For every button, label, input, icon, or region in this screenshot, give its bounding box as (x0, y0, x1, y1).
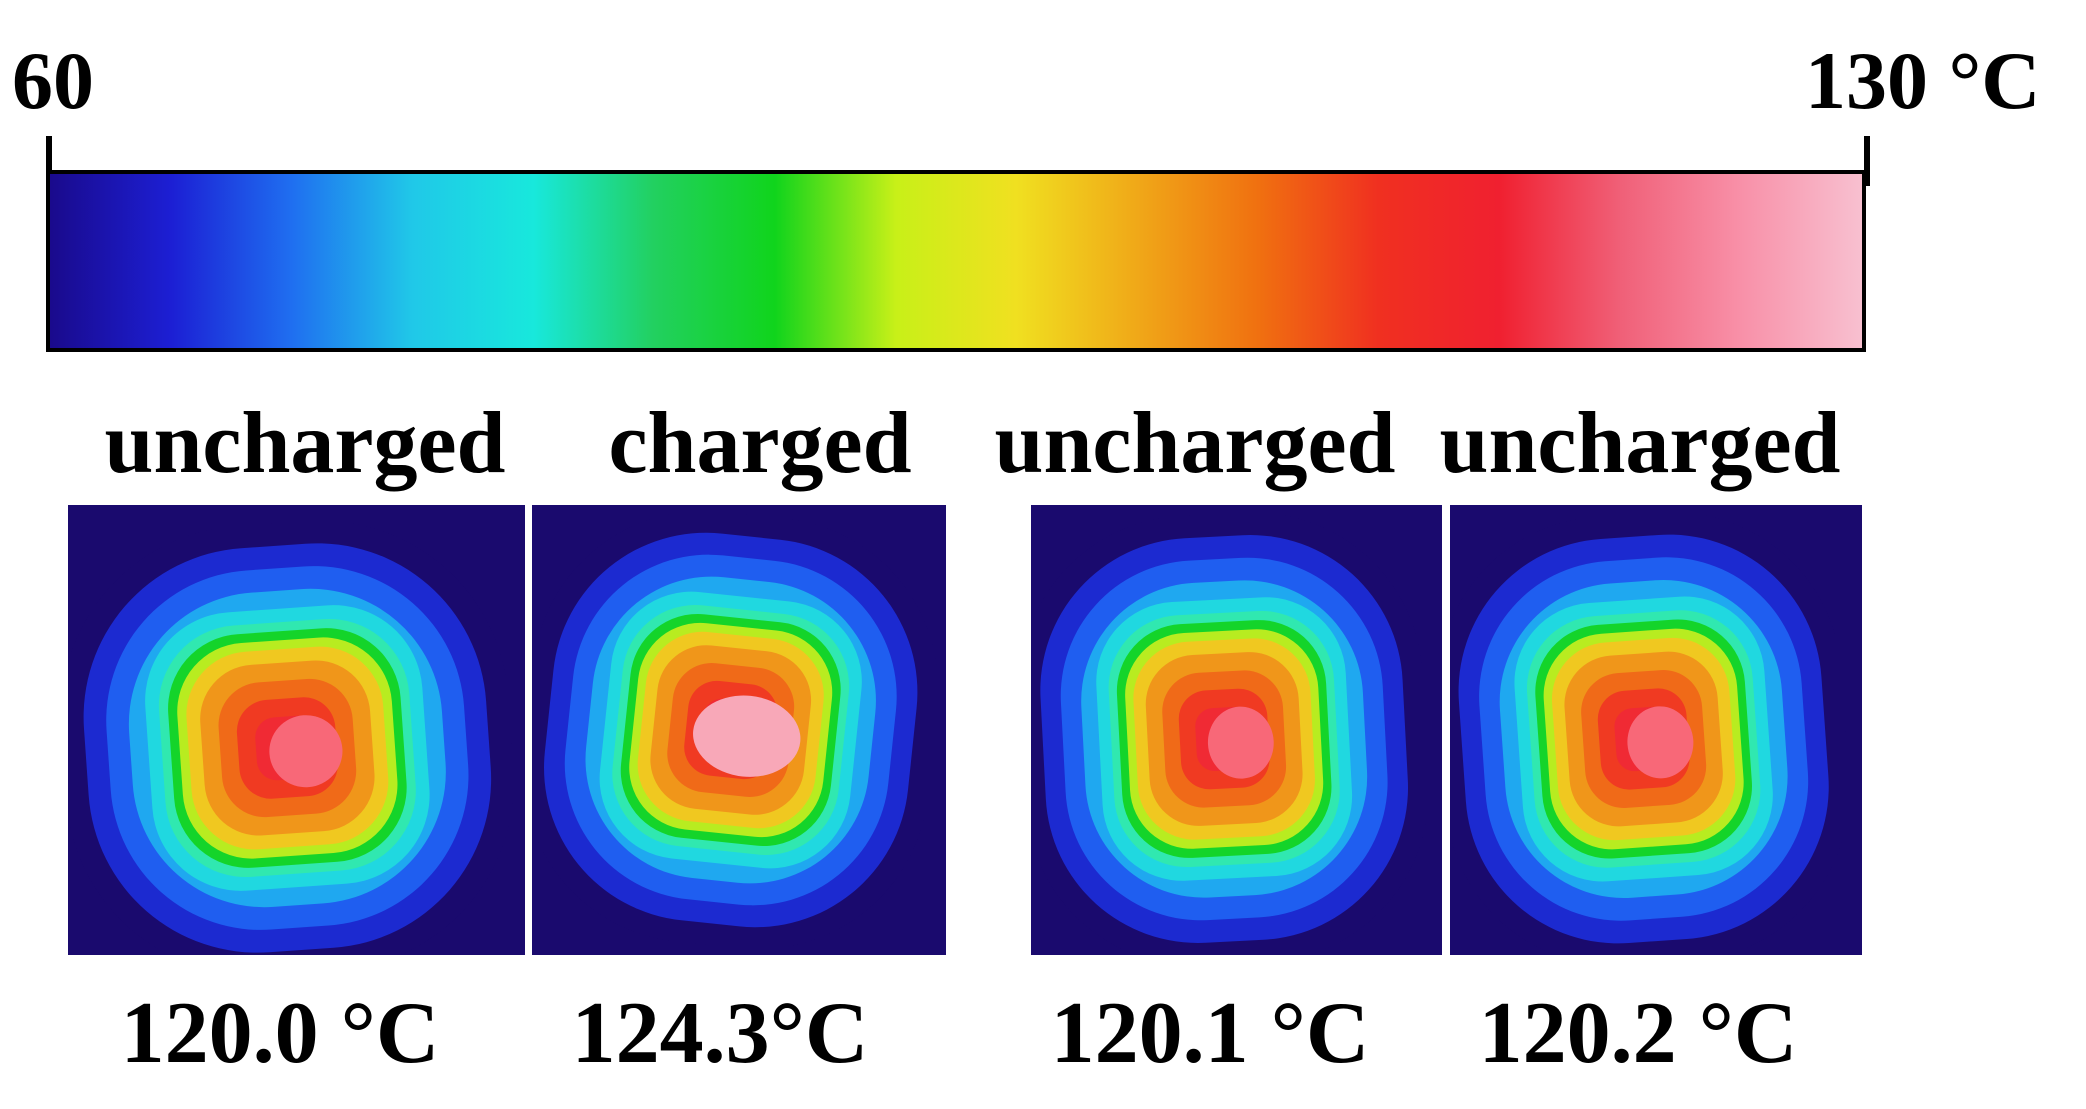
sample-label-3: uncharged (994, 395, 1396, 492)
scale-tick-min (46, 136, 52, 186)
sample-temperature-2: 124.3°C (571, 985, 869, 1082)
thermal-hot-spot (1207, 706, 1274, 779)
thermal-image-4 (1450, 505, 1862, 955)
temperature-color-bar (46, 170, 1866, 352)
thermal-image-1 (68, 505, 525, 955)
sample-temperature-3: 120.1 °C (1050, 985, 1370, 1082)
sample-label-2: charged (608, 395, 912, 492)
thermal-image-2 (532, 505, 946, 955)
scale-min-label: 60 (12, 35, 94, 126)
sample-label-1: uncharged (104, 395, 506, 492)
thermal-hot-spot (269, 715, 343, 788)
thermal-image-3 (1031, 505, 1442, 955)
sample-temperature-1: 120.0 °C (120, 985, 440, 1082)
thermal-hot-spot (1627, 706, 1694, 779)
sample-label-4: uncharged (1439, 395, 1841, 492)
scale-max-label: 130 °C (1805, 35, 2041, 126)
thermal-hot-spot (693, 695, 801, 777)
scale-tick-max (1864, 136, 1870, 186)
sample-temperature-4: 120.2 °C (1478, 985, 1798, 1082)
